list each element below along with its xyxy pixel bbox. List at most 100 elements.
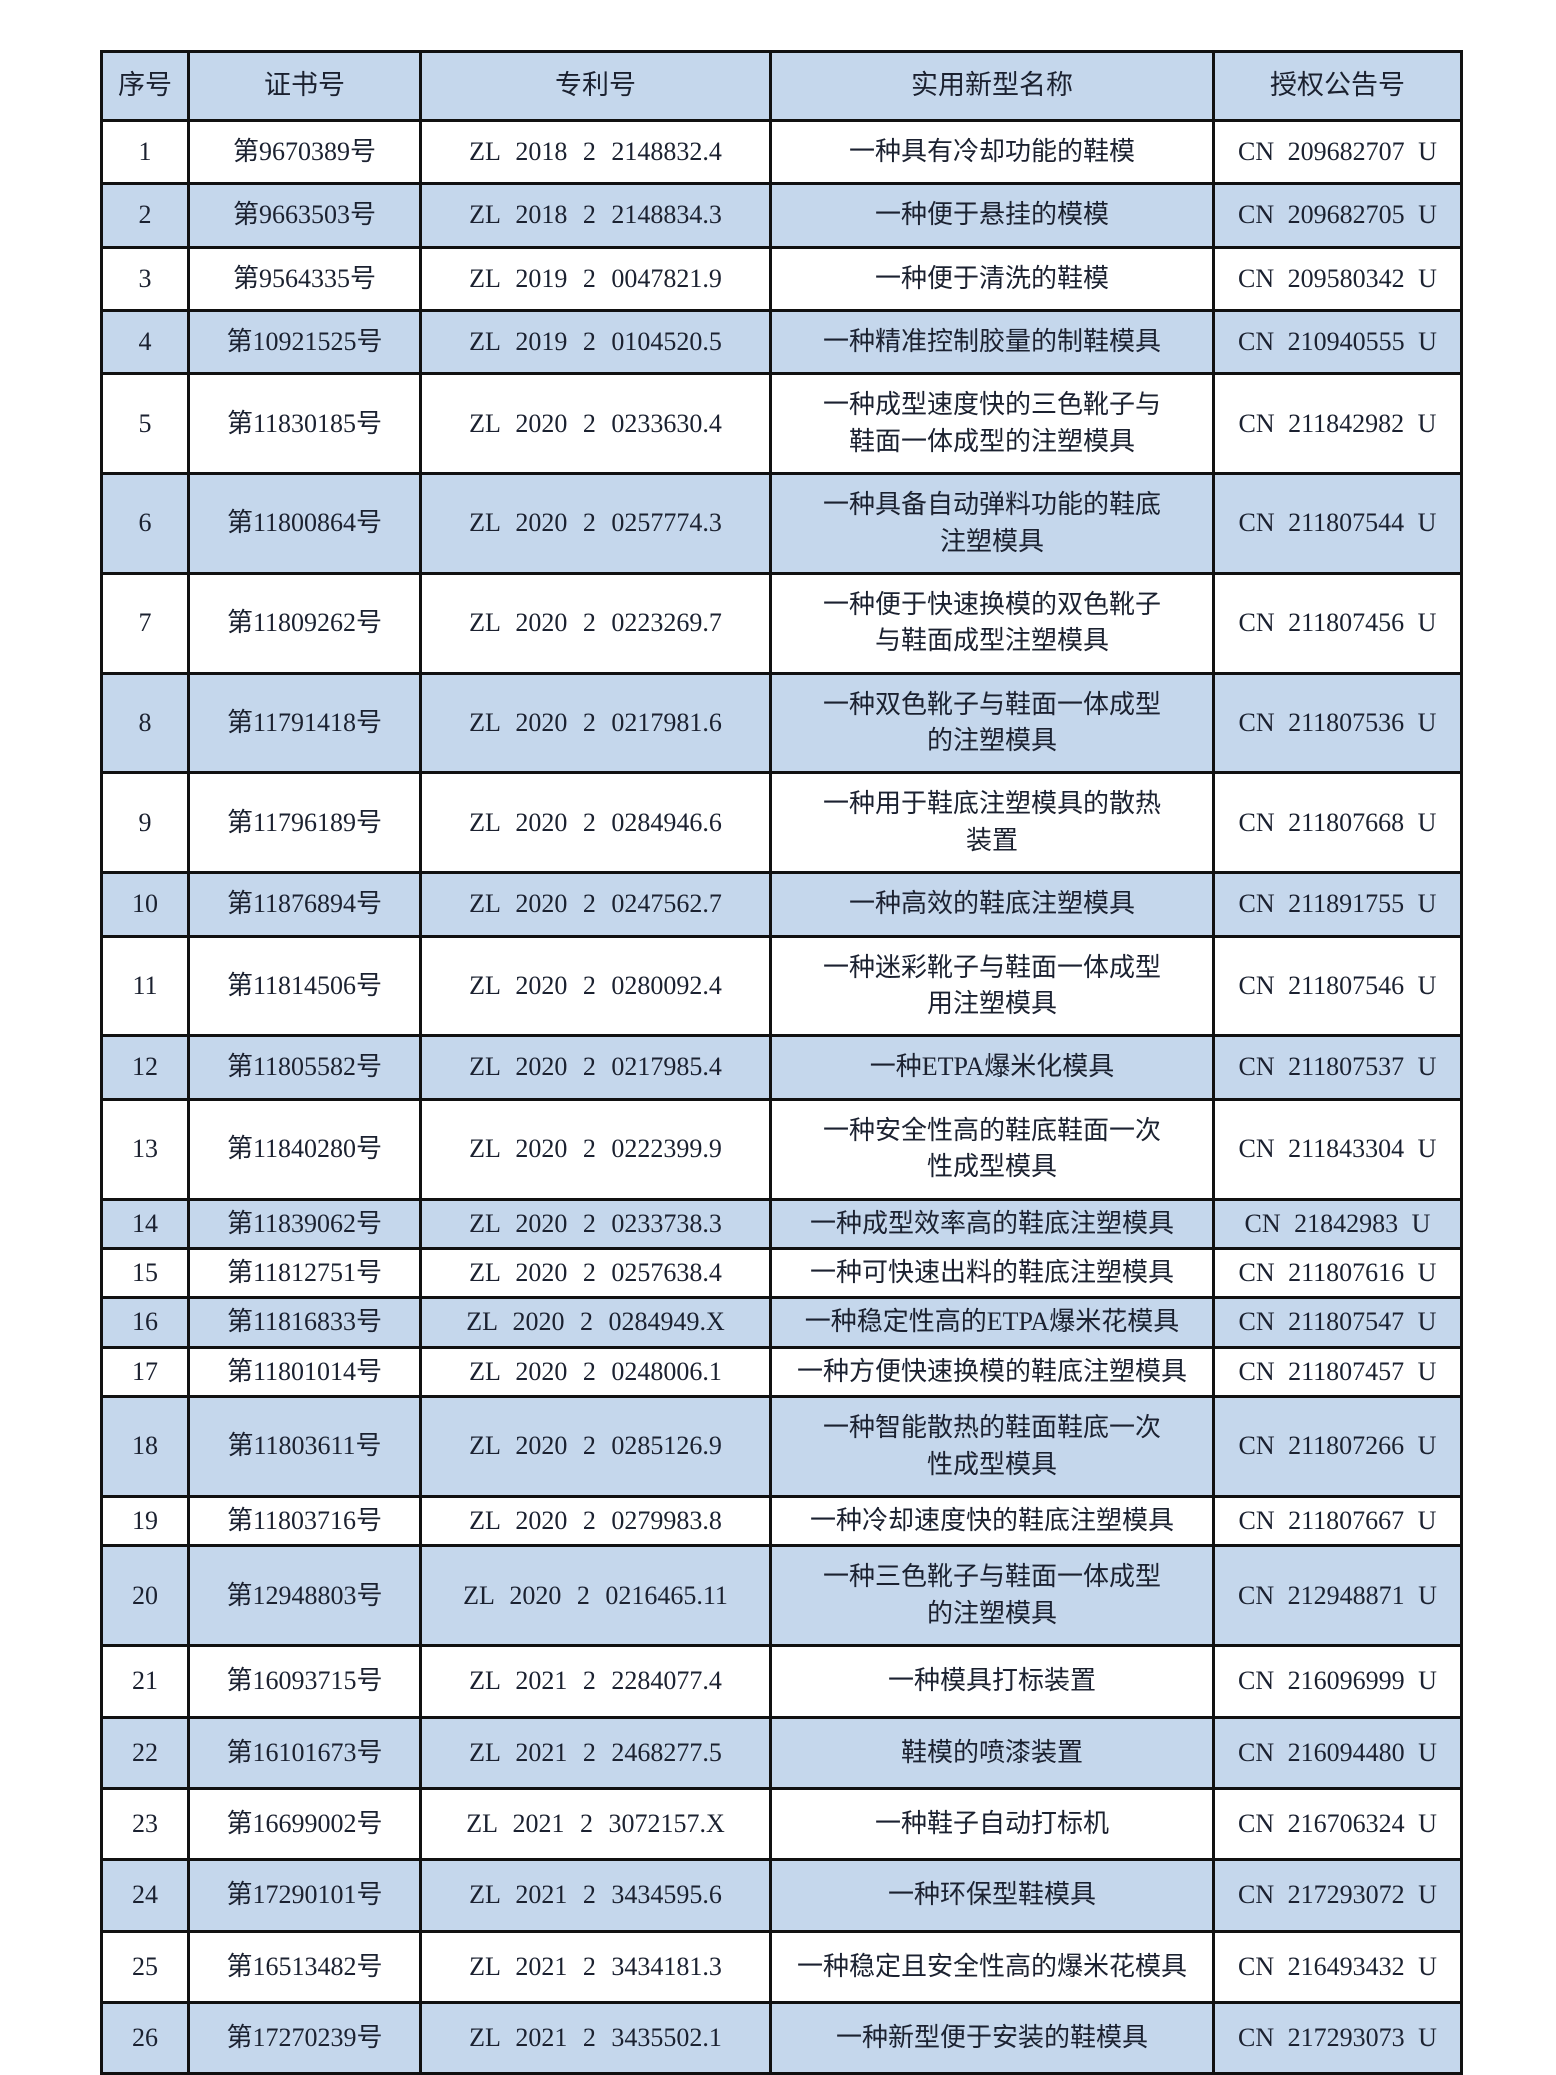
cell-patent-no: ZL 2020 2 0257774.3 — [419, 472, 772, 575]
cell-patent-no: ZL 2018 2 2148834.3 — [419, 182, 772, 249]
cell-utility-name: 一种具有冷却功能的鞋模 — [769, 118, 1215, 186]
cell-utility-name: 一种便于清洗的鞋模 — [769, 245, 1215, 312]
cell-utility-name: 一种新型便于安装的鞋模具 — [769, 2001, 1215, 2075]
patent-table: 序号 证书号 专利号 实用新型名称 授权公告号 1 第9670389号 ZL 2… — [100, 50, 1463, 2075]
table-row: 5 第11830185号 ZL 2020 2 0233630.4 一种成型速度快… — [100, 372, 1463, 476]
cell-index: 4 — [100, 308, 190, 376]
table-row: 15 第11812751号 ZL 2020 2 0257638.4 一种可快速出… — [100, 1246, 1463, 1300]
cell-announcement-no: CN 216094480 U — [1212, 1715, 1463, 1790]
cell-utility-name: 一种稳定性高的ETPA爆米花模具 — [769, 1296, 1215, 1349]
cell-utility-name: 鞋模的喷漆装置 — [769, 1715, 1215, 1790]
cell-announcement-no: CN 211807536 U — [1212, 671, 1463, 775]
cell-certificate-no: 第16093715号 — [187, 1644, 422, 1719]
cell-utility-name: 一种环保型鞋模具 — [769, 1858, 1215, 1933]
cell-certificate-no: 第11803611号 — [187, 1395, 422, 1498]
cell-utility-name: 一种冷却速度快的鞋底注塑模具 — [769, 1494, 1215, 1548]
cell-certificate-no: 第11812751号 — [187, 1246, 422, 1300]
cell-index: 13 — [100, 1097, 190, 1201]
cell-utility-name: 一种用于鞋底注塑模具的散热 装置 — [769, 771, 1215, 875]
table-row: 8 第11791418号 ZL 2020 2 0217981.6 一种双色靴子与… — [100, 671, 1463, 775]
cell-certificate-no: 第11876894号 — [187, 871, 422, 938]
cell-utility-name: 一种精准控制胶量的制鞋模具 — [769, 308, 1215, 376]
cell-announcement-no: CN 217293073 U — [1212, 2001, 1463, 2075]
cell-certificate-no: 第11800864号 — [187, 472, 422, 575]
cell-announcement-no: CN 209682707 U — [1212, 118, 1463, 186]
cell-certificate-no: 第16513482号 — [187, 1929, 422, 2005]
cell-patent-no: ZL 2020 2 0223269.7 — [419, 571, 772, 675]
cell-patent-no: ZL 2021 2 3434595.6 — [419, 1858, 772, 1933]
cell-utility-name: 一种智能散热的鞋面鞋底一次 性成型模具 — [769, 1395, 1215, 1498]
cell-index: 10 — [100, 871, 190, 938]
cell-utility-name: 一种具备自动弹料功能的鞋底 注塑模具 — [769, 472, 1215, 575]
table-row: 14 第11839062号 ZL 2020 2 0233738.3 一种成型效率… — [100, 1197, 1463, 1251]
cell-certificate-no: 第10921525号 — [187, 308, 422, 376]
cell-patent-no: ZL 2019 2 0047821.9 — [419, 245, 772, 312]
header-patent-no: 专利号 — [419, 50, 772, 122]
cell-certificate-no: 第11796189号 — [187, 771, 422, 875]
cell-index: 18 — [100, 1395, 190, 1498]
cell-certificate-no: 第11805582号 — [187, 1034, 422, 1101]
table-row: 20 第12948803号 ZL 2020 2 0216465.11 一种三色靴… — [100, 1544, 1463, 1648]
cell-patent-no: ZL 2020 2 0248006.1 — [419, 1345, 772, 1399]
cell-certificate-no: 第9670389号 — [187, 118, 422, 186]
cell-announcement-no: CN 211843304 U — [1212, 1097, 1463, 1201]
cell-index: 17 — [100, 1345, 190, 1399]
cell-announcement-no: CN 211807457 U — [1212, 1345, 1463, 1399]
cell-utility-name: 一种便于快速换模的双色靴子 与鞋面成型注塑模具 — [769, 571, 1215, 675]
cell-certificate-no: 第16699002号 — [187, 1786, 422, 1862]
cell-index: 16 — [100, 1296, 190, 1349]
cell-index: 20 — [100, 1544, 190, 1648]
cell-patent-no: ZL 2020 2 0285126.9 — [419, 1395, 772, 1498]
cell-announcement-no: CN 212948871 U — [1212, 1544, 1463, 1648]
cell-announcement-no: CN 216493432 U — [1212, 1929, 1463, 2005]
cell-utility-name: 一种成型速度快的三色靴子与 鞋面一体成型的注塑模具 — [769, 372, 1215, 476]
cell-patent-no: ZL 2020 2 0233630.4 — [419, 372, 772, 476]
cell-announcement-no: CN 211807456 U — [1212, 571, 1463, 675]
header-utility-name: 实用新型名称 — [769, 50, 1215, 122]
cell-utility-name: 一种可快速出料的鞋底注塑模具 — [769, 1246, 1215, 1300]
cell-index: 26 — [100, 2001, 190, 2075]
cell-index: 7 — [100, 571, 190, 675]
cell-utility-name: 一种安全性高的鞋底鞋面一次 性成型模具 — [769, 1097, 1215, 1201]
table-row: 21 第16093715号 ZL 2021 2 2284077.4 一种模具打标… — [100, 1644, 1463, 1719]
table-row: 3 第9564335号 ZL 2019 2 0047821.9 一种便于清洗的鞋… — [100, 245, 1463, 312]
cell-announcement-no: CN 217293072 U — [1212, 1858, 1463, 1933]
cell-utility-name: 一种双色靴子与鞋面一体成型 的注塑模具 — [769, 671, 1215, 775]
cell-index: 15 — [100, 1246, 190, 1300]
cell-utility-name: 一种高效的鞋底注塑模具 — [769, 871, 1215, 938]
cell-certificate-no: 第12948803号 — [187, 1544, 422, 1648]
cell-patent-no: ZL 2021 2 3434181.3 — [419, 1929, 772, 2005]
cell-certificate-no: 第11809262号 — [187, 571, 422, 675]
cell-index: 9 — [100, 771, 190, 875]
cell-announcement-no: CN 210940555 U — [1212, 308, 1463, 376]
cell-certificate-no: 第11801014号 — [187, 1345, 422, 1399]
cell-certificate-no: 第17270239号 — [187, 2001, 422, 2075]
cell-index: 2 — [100, 182, 190, 249]
cell-utility-name: 一种便于悬挂的模模 — [769, 182, 1215, 249]
cell-announcement-no: CN 211807546 U — [1212, 934, 1463, 1038]
table-row: 7 第11809262号 ZL 2020 2 0223269.7 一种便于快速换… — [100, 571, 1463, 675]
cell-announcement-no: CN 211807616 U — [1212, 1246, 1463, 1300]
cell-index: 14 — [100, 1197, 190, 1251]
cell-announcement-no: CN 209580342 U — [1212, 245, 1463, 312]
cell-certificate-no: 第9663503号 — [187, 182, 422, 249]
cell-patent-no: ZL 2020 2 0217981.6 — [419, 671, 772, 775]
cell-certificate-no: 第11816833号 — [187, 1296, 422, 1349]
cell-patent-no: ZL 2018 2 2148832.4 — [419, 118, 772, 186]
cell-patent-no: ZL 2020 2 0257638.4 — [419, 1246, 772, 1300]
header-announcement-no: 授权公告号 — [1212, 50, 1463, 122]
table-row: 23 第16699002号 ZL 2021 2 3072157.X 一种鞋子自动… — [100, 1786, 1463, 1862]
cell-utility-name: 一种模具打标装置 — [769, 1644, 1215, 1719]
cell-certificate-no: 第16101673号 — [187, 1715, 422, 1790]
cell-certificate-no: 第17290101号 — [187, 1858, 422, 1933]
cell-certificate-no: 第11803716号 — [187, 1494, 422, 1548]
table-row: 18 第11803611号 ZL 2020 2 0285126.9 一种智能散热… — [100, 1395, 1463, 1498]
cell-patent-no: ZL 2020 2 0279983.8 — [419, 1494, 772, 1548]
cell-patent-no: ZL 2020 2 0284946.6 — [419, 771, 772, 875]
table-row: 19 第11803716号 ZL 2020 2 0279983.8 一种冷却速度… — [100, 1494, 1463, 1548]
table-row: 11 第11814506号 ZL 2020 2 0280092.4 一种迷彩靴子… — [100, 934, 1463, 1038]
cell-patent-no: ZL 2021 2 2284077.4 — [419, 1644, 772, 1719]
cell-patent-no: ZL 2021 2 2468277.5 — [419, 1715, 772, 1790]
table-row: 10 第11876894号 ZL 2020 2 0247562.7 一种高效的鞋… — [100, 871, 1463, 938]
table-row: 22 第16101673号 ZL 2021 2 2468277.5 鞋模的喷漆装… — [100, 1715, 1463, 1790]
